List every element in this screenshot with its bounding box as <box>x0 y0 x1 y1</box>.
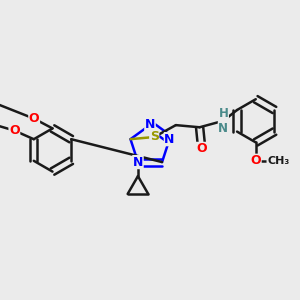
Text: N: N <box>133 156 143 169</box>
Text: N: N <box>145 118 155 131</box>
Text: S: S <box>150 130 159 143</box>
Text: O: O <box>9 124 20 137</box>
Text: O: O <box>250 154 261 167</box>
Text: O: O <box>196 142 207 155</box>
Text: CH₃: CH₃ <box>267 156 289 166</box>
Text: O: O <box>29 112 40 125</box>
Text: H
N: H N <box>218 107 228 135</box>
Text: N: N <box>164 133 175 146</box>
